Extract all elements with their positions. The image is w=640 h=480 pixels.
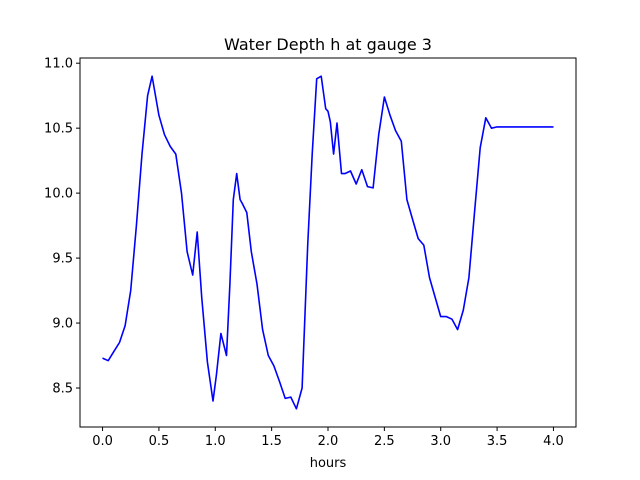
x-tick-label: 2.0 [318, 434, 339, 449]
x-axis: 0.0 0.5 1.0 1.5 2.0 2.5 3.0 3.5 4.0 [92, 427, 564, 449]
plot-frame [79, 57, 577, 428]
chart-title: Water Depth h at gauge 3 [224, 35, 432, 54]
x-axis-label: hours [310, 456, 347, 471]
x-tick-label: 0.0 [92, 434, 113, 449]
x-tick-label: 3.5 [487, 434, 508, 449]
x-tick-label: 0.5 [149, 434, 170, 449]
y-axis: 8.5 9.0 9.5 10.0 10.5 11.0 [44, 57, 80, 397]
x-tick-label: 2.5 [374, 434, 395, 449]
x-tick-label: 4.0 [543, 434, 564, 449]
y-tick-label: 10.5 [44, 122, 73, 137]
y-tick-label: 10.0 [44, 187, 73, 202]
plot-area [102, 75, 554, 410]
x-tick-label: 1.0 [205, 434, 226, 449]
x-tick-label: 3.0 [430, 434, 451, 449]
y-tick-label: 9.5 [52, 252, 73, 267]
x-tick-label: 1.5 [261, 434, 282, 449]
y-tick-label: 9.0 [52, 317, 73, 332]
y-tick-label: 11.0 [44, 57, 73, 72]
series-line-0 [102, 75, 554, 410]
y-tick-label: 8.5 [52, 382, 73, 397]
